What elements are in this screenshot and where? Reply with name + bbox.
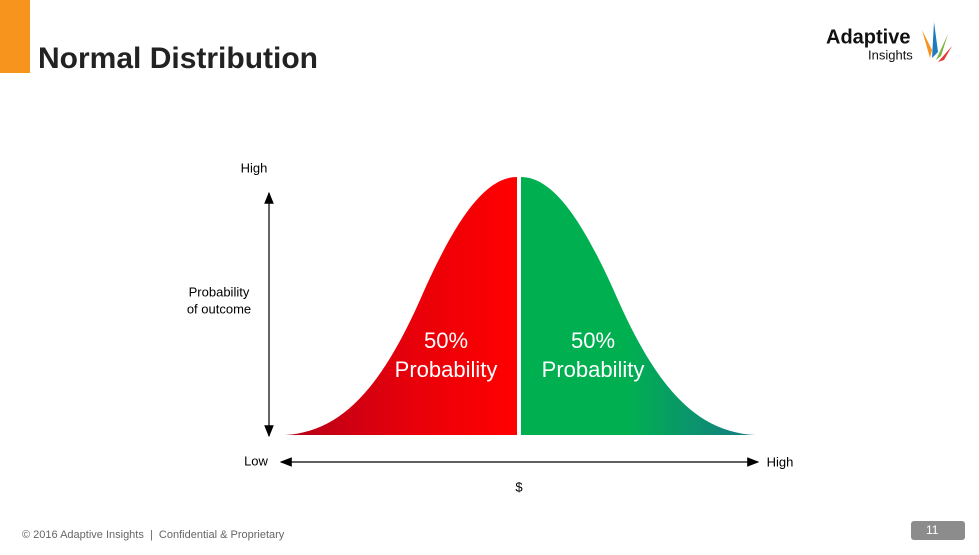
y-axis-label: of outcome: [187, 301, 251, 316]
logo-petal: [936, 34, 948, 60]
logo-petal: [932, 22, 938, 58]
region-text: Probability: [395, 357, 498, 382]
logo-word: Insights: [868, 47, 913, 62]
x-axis-label: $: [515, 479, 523, 494]
y-axis-label: Probability: [189, 284, 250, 299]
slide-title: Normal Distribution: [38, 42, 318, 75]
y-axis-high: High: [241, 160, 268, 175]
logo-word: Adaptive: [826, 26, 910, 48]
x-axis-high: High: [767, 454, 794, 469]
logo-petal: [938, 46, 952, 62]
curve-left: [285, 177, 517, 435]
page-number: 11: [926, 523, 939, 537]
logo: Adaptive Insights: [826, 22, 952, 62]
x-axis-low: Low: [244, 453, 268, 468]
logo-petal: [922, 30, 932, 58]
region-text: Probability: [542, 357, 645, 382]
accent-bar: [0, 0, 30, 73]
region-percent: 50%: [571, 328, 615, 353]
page-badge: [911, 521, 965, 540]
curve-right: [521, 177, 755, 435]
region-percent: 50%: [424, 328, 468, 353]
footer-text: © 2016 Adaptive Insights | Confidential …: [22, 529, 285, 541]
